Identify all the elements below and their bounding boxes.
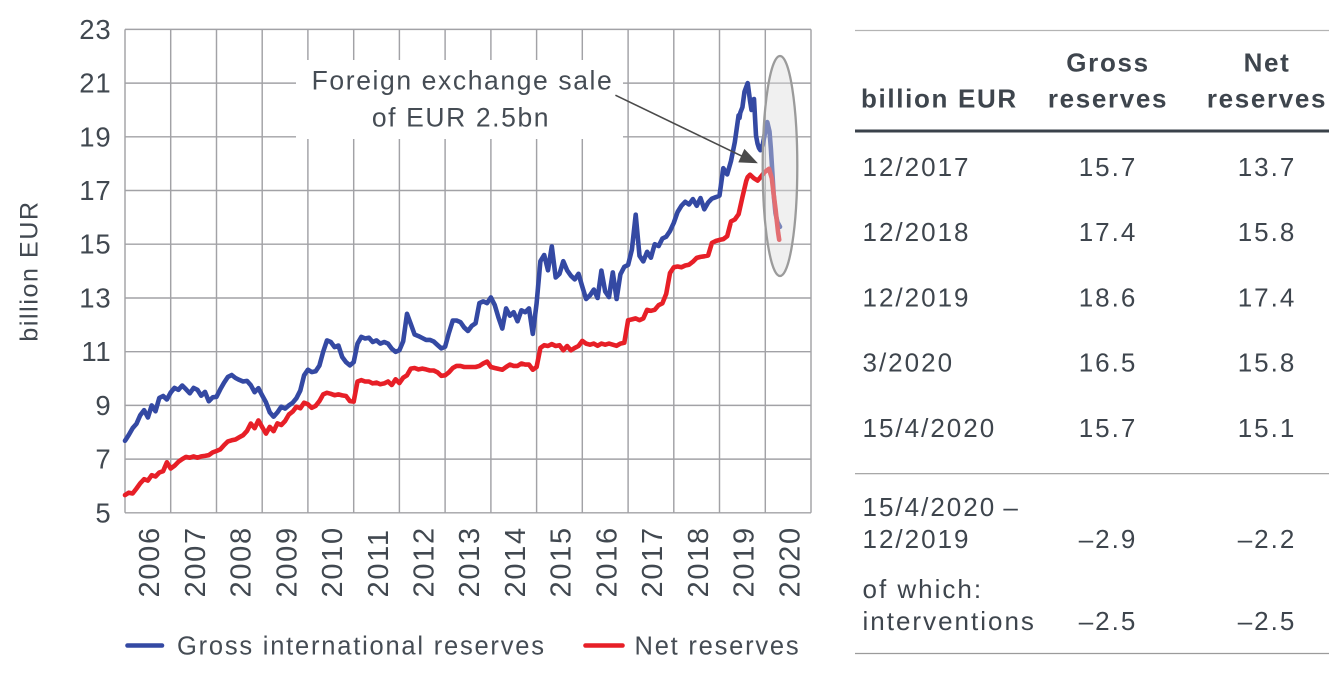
svg-text:Foreign exchange sale: Foreign exchange sale bbox=[312, 66, 614, 96]
svg-text:15/4/2020: 15/4/2020 bbox=[863, 413, 997, 443]
svg-text:2014: 2014 bbox=[500, 526, 532, 597]
svg-text:2016: 2016 bbox=[591, 526, 623, 597]
svg-text:3/2020: 3/2020 bbox=[863, 348, 955, 378]
svg-text:Net reserves: Net reserves bbox=[635, 633, 801, 661]
svg-text:21: 21 bbox=[79, 68, 111, 99]
svg-text:Gross international reserves: Gross international reserves bbox=[177, 633, 546, 661]
svg-text:7: 7 bbox=[95, 444, 111, 475]
svg-text:Net: Net bbox=[1244, 48, 1291, 78]
svg-text:19: 19 bbox=[79, 121, 111, 152]
svg-text:2010: 2010 bbox=[317, 526, 349, 597]
svg-text:15.8: 15.8 bbox=[1238, 348, 1297, 378]
svg-text:billion EUR: billion EUR bbox=[16, 200, 44, 341]
svg-text:15: 15 bbox=[79, 229, 111, 260]
svg-text:9: 9 bbox=[95, 390, 111, 421]
svg-text:2006: 2006 bbox=[134, 526, 166, 597]
svg-text:2007: 2007 bbox=[180, 526, 212, 597]
svg-text:17: 17 bbox=[79, 175, 111, 206]
svg-text:of EUR 2.5bn: of EUR 2.5bn bbox=[372, 102, 550, 132]
svg-text:12/2018: 12/2018 bbox=[863, 217, 971, 247]
svg-text:15.1: 15.1 bbox=[1238, 413, 1297, 443]
svg-text:12/2017: 12/2017 bbox=[863, 152, 971, 182]
svg-text:of which:: of which: bbox=[863, 574, 984, 604]
svg-text:–2.2: –2.2 bbox=[1238, 524, 1297, 554]
svg-text:2017: 2017 bbox=[637, 526, 669, 597]
svg-text:11: 11 bbox=[81, 336, 111, 367]
svg-text:–2.5: –2.5 bbox=[1079, 606, 1138, 636]
svg-text:billion EUR: billion EUR bbox=[861, 84, 1018, 114]
svg-text:12/2019: 12/2019 bbox=[863, 283, 971, 313]
svg-text:2018: 2018 bbox=[683, 526, 715, 597]
svg-text:5: 5 bbox=[95, 497, 111, 528]
svg-text:2013: 2013 bbox=[454, 526, 486, 597]
svg-text:2020: 2020 bbox=[774, 526, 806, 597]
svg-text:2015: 2015 bbox=[546, 526, 578, 597]
svg-text:16.5: 16.5 bbox=[1079, 348, 1138, 378]
svg-text:15/4/2020 –: 15/4/2020 – bbox=[863, 492, 1020, 522]
svg-text:18.6: 18.6 bbox=[1079, 283, 1138, 313]
svg-text:–2.9: –2.9 bbox=[1079, 524, 1138, 554]
svg-text:–2.5: –2.5 bbox=[1238, 606, 1297, 636]
svg-text:15.8: 15.8 bbox=[1238, 217, 1297, 247]
svg-text:17.4: 17.4 bbox=[1238, 283, 1297, 313]
svg-text:reserves: reserves bbox=[1207, 84, 1327, 114]
svg-text:17.4: 17.4 bbox=[1079, 217, 1138, 247]
svg-text:2009: 2009 bbox=[271, 526, 303, 597]
svg-text:13: 13 bbox=[79, 283, 111, 314]
svg-text:23: 23 bbox=[79, 14, 111, 45]
svg-text:reserves: reserves bbox=[1048, 84, 1168, 114]
svg-text:2012: 2012 bbox=[408, 526, 440, 597]
svg-text:15.7: 15.7 bbox=[1079, 152, 1138, 182]
svg-text:15.7: 15.7 bbox=[1079, 413, 1138, 443]
svg-text:interventions: interventions bbox=[863, 606, 1036, 636]
svg-text:2019: 2019 bbox=[729, 526, 761, 597]
svg-text:2008: 2008 bbox=[226, 526, 258, 597]
svg-text:Gross: Gross bbox=[1066, 48, 1149, 78]
svg-text:2011: 2011 bbox=[363, 528, 395, 597]
svg-text:12/2019: 12/2019 bbox=[863, 524, 971, 554]
svg-text:13.7: 13.7 bbox=[1238, 152, 1297, 182]
